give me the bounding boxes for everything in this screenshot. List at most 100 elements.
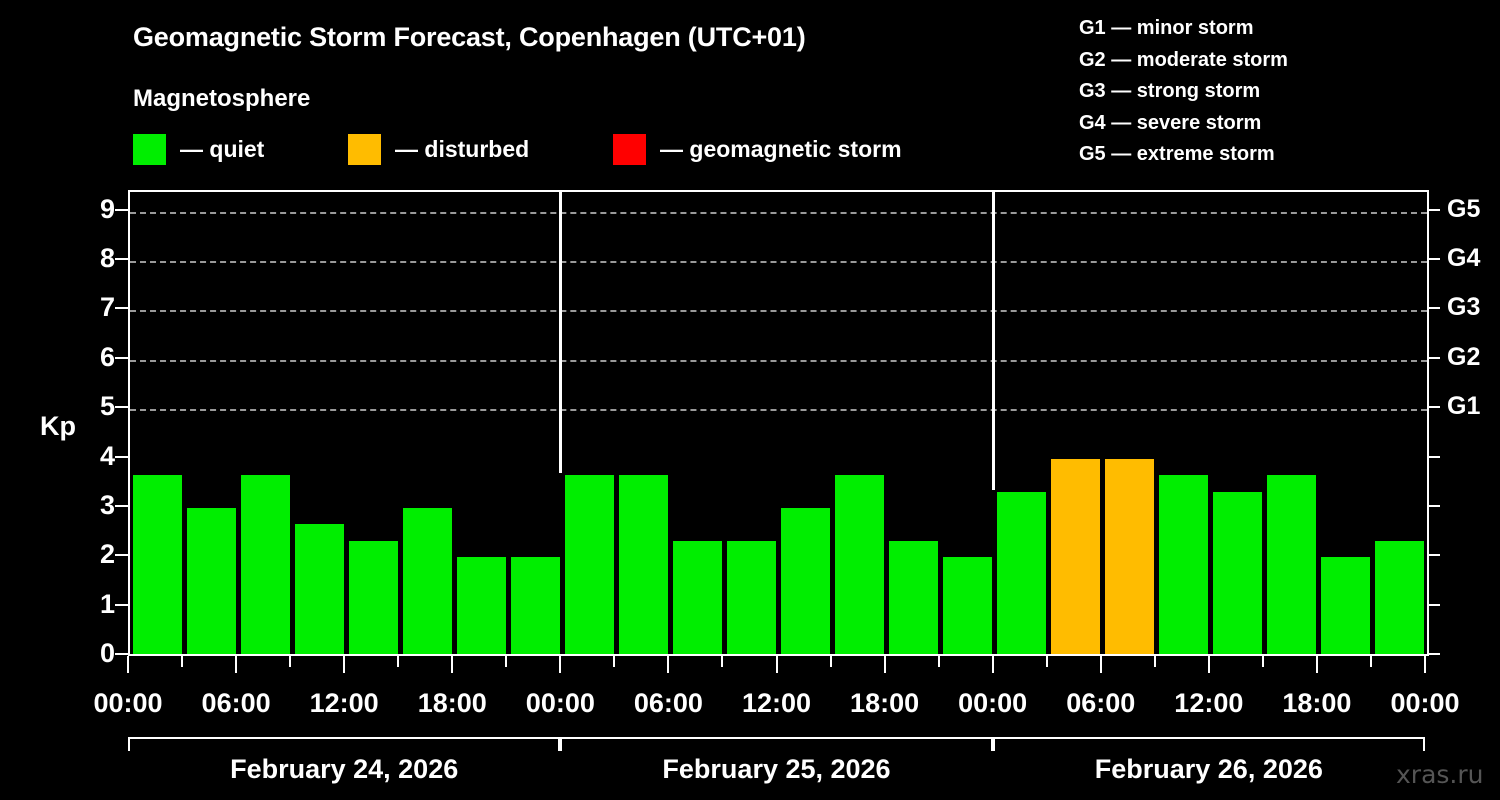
x-tick-major [1315,656,1318,673]
legend-item-geomagnetic-storm: — geomagnetic storm [613,133,902,165]
y-tick-mark-5 [115,406,128,409]
y-tick-mark-2 [115,554,128,557]
x-tick-minor [181,656,184,667]
x-tick-major [127,656,129,673]
y-tick-mark-right-7 [1427,307,1440,310]
g-tick-label-g4: G4 [1447,244,1481,273]
gscale-item-g3: G3 — strong storm [1079,80,1261,102]
y-tick-mark-4 [115,455,128,458]
plot-area [128,190,1429,656]
g-tick-label-g3: G3 [1447,293,1481,322]
day-label: February 26, 2026 [1094,754,1323,784]
x-tick-label: 00:00 [525,688,595,718]
x-tick-label: 06:00 [1066,688,1136,718]
x-tick-minor [721,656,724,667]
x-axis-line [128,654,1429,656]
x-tick-minor [1153,656,1156,667]
y-tick-label-8: 8 [99,243,115,274]
x-tick-label: 12:00 [309,688,379,718]
bar[interactable] [456,557,506,656]
y-tick-label-6: 6 [99,341,115,372]
bar[interactable] [240,474,290,656]
x-tick-major [991,656,994,673]
bar[interactable] [997,491,1047,656]
x-tick-label: 18:00 [850,688,920,718]
bar[interactable] [889,541,939,656]
y-tick-label-9: 9 [99,193,115,224]
y-tick-mark-right-9 [1427,208,1440,211]
x-tick-major [235,656,238,673]
x-tick-label: 06:00 [633,688,703,718]
legend-item-disturbed: — disturbed [348,133,529,165]
bar[interactable] [1159,474,1209,656]
y-tick-label-0: 0 [99,638,115,668]
x-tick-major [1099,656,1102,673]
bar[interactable] [1105,458,1155,656]
bar[interactable] [618,474,668,656]
x-tick-major [559,656,562,673]
watermark: xras.ru [1396,760,1484,789]
x-tick-major [1424,656,1426,673]
bar[interactable] [1213,491,1263,656]
bar[interactable] [1321,557,1371,656]
bar[interactable] [835,474,885,656]
bar[interactable] [672,541,722,656]
bar[interactable] [564,474,614,656]
bar[interactable] [781,507,831,656]
gridline-kp-9 [130,211,1427,214]
x-tick-label: 00:00 [958,688,1028,718]
bar[interactable] [1051,458,1101,656]
bar[interactable] [726,541,776,656]
x-tick-label: 12:00 [1174,688,1244,718]
y-tick-mark-right-2 [1427,554,1440,557]
y-tick-mark-9 [115,208,128,211]
day-bracket [560,737,993,751]
bar[interactable] [186,507,236,656]
y-tick-mark-0 [115,653,128,655]
y-tick-mark-6 [115,356,128,359]
y-tick-mark-right-8 [1427,258,1440,261]
x-tick-major [1207,656,1210,673]
x-tick-major [451,656,454,673]
bar[interactable] [943,557,993,656]
gscale-item-g5: G5 — extreme storm [1079,143,1275,165]
x-tick-label: 00:00 [1390,688,1460,718]
y-tick-mark-7 [115,307,128,310]
gridline-kp-8 [130,261,1427,264]
x-tick-label: 18:00 [1282,688,1352,718]
gridline-kp-7 [130,310,1427,313]
x-tick-minor [1369,656,1372,667]
bar[interactable] [510,557,560,656]
x-tick-label: 18:00 [417,688,487,718]
bar[interactable] [1267,474,1317,656]
bar[interactable] [348,541,398,656]
day-bracket [128,737,561,751]
g-tick-label-g5: G5 [1447,194,1481,223]
x-tick-minor [829,656,832,667]
gscale-item-g2: G2 — moderate storm [1079,48,1288,71]
y-tick-mark-right-3 [1427,504,1440,507]
legend-swatch-disturbed [348,133,381,165]
chart-subtitle: Magnetosphere [133,85,311,112]
bar[interactable] [1375,541,1425,656]
gridline-kp-6 [130,359,1427,362]
legend-label-geomagnetic-storm: — geomagnetic storm [660,135,902,162]
day-separator-1 [559,190,563,473]
bar[interactable] [132,474,182,656]
y-tick-mark-3 [115,504,128,507]
x-tick-minor [937,656,940,667]
x-tick-label: 06:00 [201,688,271,718]
y-tick-label-4: 4 [99,440,115,471]
day-label: February 25, 2026 [662,754,891,784]
x-tick-major [343,656,346,673]
bar[interactable] [402,507,452,656]
gridline-kp-5 [130,409,1427,412]
x-tick-minor [397,656,400,667]
y-tick-mark-right-4 [1427,455,1440,458]
x-tick-minor [289,656,292,667]
bar[interactable] [294,524,344,656]
y-tick-mark-right-5 [1427,406,1440,409]
page-title: Geomagnetic Storm Forecast, Copenhagen (… [133,22,806,52]
y-tick-mark-8 [115,258,128,261]
